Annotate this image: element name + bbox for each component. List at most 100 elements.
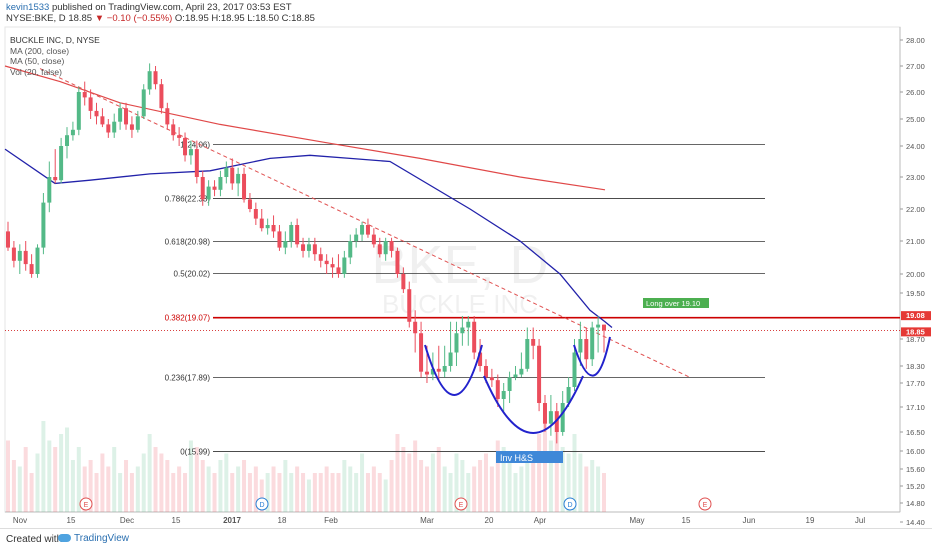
volume-bar <box>519 466 524 512</box>
candle-body <box>395 250 400 274</box>
candle-body <box>165 108 170 125</box>
volume-bar <box>306 479 311 512</box>
y-tick-label: 20.00 <box>906 270 925 279</box>
volume-bar <box>413 440 418 512</box>
y-tick-label: 15.20 <box>906 482 925 491</box>
candle-body <box>584 339 589 360</box>
hs-label-text: Inv H&S <box>500 453 533 463</box>
fib-level-label: 0.786(22.33) <box>165 194 211 203</box>
candle-body <box>318 254 323 261</box>
candle-body <box>259 218 264 229</box>
footer-bar: Created with TradingView <box>0 528 932 551</box>
candle-body <box>224 167 229 177</box>
y-tick-label: 19.50 <box>906 289 925 298</box>
candle-body <box>602 324 606 331</box>
x-tick-label: 15 <box>67 516 76 525</box>
candle-body <box>365 225 370 235</box>
candle-body <box>371 234 376 245</box>
volume-bar <box>76 447 81 512</box>
volume-bar <box>507 460 512 512</box>
legend-title: BUCKLE INC, D, NYSE <box>10 35 100 45</box>
ohlc-values: O:18.95 H:18.95 L:18.50 C:18.85 <box>174 13 315 24</box>
volume-bar <box>495 440 500 512</box>
volume-bar <box>602 473 606 512</box>
legend-ma200[interactable]: MA (200, close) <box>10 45 70 56</box>
candle-body <box>265 225 270 229</box>
event-marker-icon <box>563 497 577 511</box>
candle-body <box>413 321 418 334</box>
volume-bar <box>88 460 93 512</box>
volume-bar <box>460 460 465 512</box>
volume-bar <box>548 440 553 512</box>
ma200-line <box>4 65 606 191</box>
event-marker-label: D <box>567 502 572 509</box>
candle-body <box>383 241 388 255</box>
plot-area <box>4 26 901 513</box>
event-marker-icon <box>255 497 269 511</box>
created-with-text: Created with <box>6 534 63 545</box>
volume-bar <box>554 427 559 512</box>
volume-bar <box>466 473 471 512</box>
candle-body <box>507 377 512 391</box>
volume-bar <box>365 473 370 512</box>
candle-body <box>495 380 500 399</box>
candle-body <box>590 327 595 360</box>
candle-body <box>41 202 46 248</box>
x-tick-label: 20 <box>485 516 494 525</box>
candle-body <box>200 177 205 200</box>
candle-body <box>489 377 494 381</box>
candle-body <box>519 368 524 375</box>
y-tick-label: 15.60 <box>906 465 925 474</box>
volume-bar <box>454 453 459 512</box>
volume-bar <box>200 460 205 512</box>
right-shoulder-curve <box>573 336 611 377</box>
username-link[interactable]: kevin1533 <box>6 2 50 13</box>
volume-bar <box>424 466 429 512</box>
volume-bar <box>596 466 601 512</box>
down-arrow-icon: ▼ <box>94 13 105 24</box>
volume-bar <box>430 453 435 512</box>
candle-body <box>342 257 347 274</box>
volume-bar <box>360 453 365 512</box>
volume-bar <box>295 466 300 512</box>
candle-body <box>129 124 134 130</box>
volume-bar <box>271 466 276 512</box>
long-label-box <box>643 298 709 308</box>
candle-body <box>230 167 235 184</box>
tradingview-logo[interactable]: TradingView <box>58 533 129 544</box>
volume-bar <box>472 466 477 512</box>
fib-level-label: 0.618(20.98) <box>165 238 211 247</box>
candle-body <box>483 366 488 378</box>
volume-bar <box>531 460 536 512</box>
volume-bar <box>23 447 28 512</box>
volume-bar <box>41 421 46 512</box>
candle-body <box>478 352 483 366</box>
candle-body <box>59 146 64 181</box>
volume-bar <box>242 460 247 512</box>
volume-bar <box>448 473 453 512</box>
candle-body <box>377 244 382 255</box>
price-change: −0.10 (−0.55%) <box>106 13 173 24</box>
legend-ma50[interactable]: MA (50, close) <box>10 56 65 66</box>
candle-body <box>330 264 335 268</box>
candle-body <box>212 186 217 190</box>
volume-bar <box>354 473 359 512</box>
candle-body <box>65 135 70 146</box>
fib-level-label: 1(24.06) <box>180 140 210 149</box>
candle-body <box>306 244 311 251</box>
event-marker-label: E <box>84 502 89 509</box>
event-marker-icon <box>79 497 93 511</box>
legend-volume[interactable]: Vol (20, false) <box>10 66 62 77</box>
candle-body <box>348 241 353 258</box>
y-tick-label: 16.50 <box>906 428 925 437</box>
downtrend-line <box>39 68 691 378</box>
volume-bar <box>572 434 577 512</box>
volume-bar <box>218 460 223 512</box>
price-chart[interactable]: 28.00 27.00 26.00 25.00 24.00 23.00 22.00 21.00… <box>0 0 932 528</box>
volume-bar <box>560 447 565 512</box>
x-tick-label: May <box>629 516 644 525</box>
volume-bar <box>389 460 394 512</box>
candle-body <box>147 71 152 90</box>
indicator-legend: BUCKLE INC, D, NYSE MA (200, close) MA (… <box>10 35 100 77</box>
candle-body <box>124 108 129 125</box>
